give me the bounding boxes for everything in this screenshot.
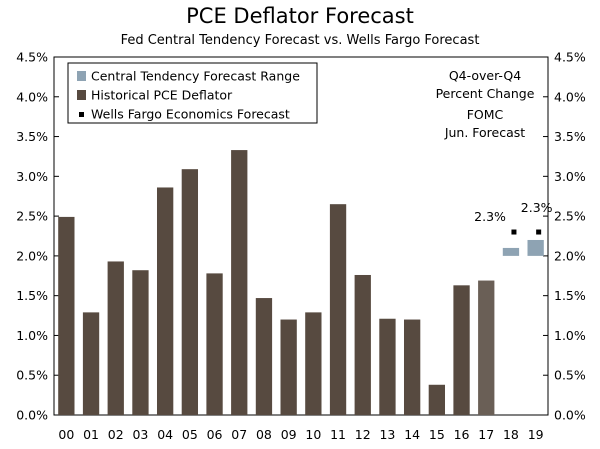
y-tick-label-right: 2.0% xyxy=(554,248,586,263)
plot-frame xyxy=(53,56,549,416)
y-tick-label-right: 0.5% xyxy=(554,368,586,383)
y-tick-label-right: 3.0% xyxy=(554,169,586,184)
legend: Central Tendency Forecast Range Historica… xyxy=(67,62,318,124)
wf-forecast-label: 2.3% xyxy=(521,200,553,215)
y-tick-label-left: 4.0% xyxy=(16,89,48,104)
x-tick-label: 02 xyxy=(108,427,124,442)
legend-label: Wells Fargo Economics Forecast xyxy=(91,107,290,122)
bar-historical xyxy=(478,280,495,415)
y-tick-label-left: 1.5% xyxy=(16,288,48,303)
bar-historical xyxy=(329,204,347,415)
x-tick-label: 12 xyxy=(355,427,371,442)
legend-label: Central Tendency Forecast Range xyxy=(91,69,300,84)
y-tick-label-left: 1.0% xyxy=(16,328,48,343)
bar-historical xyxy=(305,312,322,415)
y-tick-label-left: 0.0% xyxy=(16,408,48,423)
annotation-group: Q4-over-Q4 Percent Change FOMC Jun. Forecas… xyxy=(436,68,535,140)
bar-forecast-range xyxy=(527,239,544,256)
y-tick-label-left: 3.5% xyxy=(16,129,48,144)
x-tick-label: 13 xyxy=(379,427,395,442)
y-tick-label-right: 4.5% xyxy=(554,50,586,65)
x-tick-label: 01 xyxy=(83,427,99,442)
x-tick-label: 04 xyxy=(157,427,173,442)
y-tick-label-left: 4.5% xyxy=(16,50,48,65)
x-tick-label: 16 xyxy=(454,427,470,442)
legend-box xyxy=(67,62,318,124)
bars-group: 2.3% 2.3% xyxy=(58,150,553,415)
x-tick-label: 14 xyxy=(404,427,420,442)
bar-historical xyxy=(231,150,248,415)
wf-forecast-marker xyxy=(511,229,517,235)
legend-swatch xyxy=(79,112,84,117)
y-tick-label-left: 2.0% xyxy=(16,248,48,263)
bar-historical xyxy=(82,312,100,415)
plot-axes: 0.0% 0.0% 0.5% 0.5% 1.0% 1.0% 1.5% 1.5% 2.0% 2.0%… xyxy=(16,50,586,443)
legend-label: Historical PCE Deflator xyxy=(91,88,233,103)
annotation-line: FOMC xyxy=(467,107,504,122)
wf-forecast-label: 2.3% xyxy=(474,209,506,224)
legend-swatch xyxy=(77,90,86,100)
y-tick-label-left: 3.0% xyxy=(16,169,48,184)
legend-swatch xyxy=(77,71,86,81)
annotation-line: Jun. Forecast xyxy=(444,125,525,140)
chart-title: PCE Deflator Forecast xyxy=(186,4,414,28)
x-tick-label: 10 xyxy=(305,427,321,442)
bar-historical xyxy=(206,273,223,415)
bar-historical xyxy=(132,270,149,415)
bar-historical xyxy=(181,169,199,415)
bar-historical xyxy=(280,319,297,415)
y-tick-label-right: 3.5% xyxy=(554,129,586,144)
x-tick-label: 11 xyxy=(330,427,346,442)
y-tick-label-right: 0.0% xyxy=(554,408,586,423)
x-tick-label: 07 xyxy=(231,427,247,442)
x-tick-label: 06 xyxy=(207,427,223,442)
bar-historical xyxy=(354,274,371,415)
bar-historical xyxy=(403,319,421,415)
bar-historical xyxy=(453,285,470,415)
y-tick-label-left: 0.5% xyxy=(16,368,48,383)
x-tick-label: 18 xyxy=(503,427,519,442)
x-tick-label: 17 xyxy=(478,427,494,442)
y-tick-label-right: 1.5% xyxy=(554,288,586,303)
y-tick-label-right: 2.5% xyxy=(554,209,586,224)
bar-historical xyxy=(107,261,124,415)
x-tick-label: 05 xyxy=(182,427,198,442)
x-tick-label: 08 xyxy=(256,427,272,442)
y-tick-label-right: 1.0% xyxy=(554,328,586,343)
x-tick-label: 19 xyxy=(528,427,544,442)
bar-historical xyxy=(379,318,396,415)
annotation-line: Q4-over-Q4 xyxy=(449,68,521,83)
bar-forecast-range xyxy=(502,247,520,256)
x-tick-label: 00 xyxy=(58,427,74,442)
bar-historical xyxy=(58,216,75,415)
x-tick-label: 03 xyxy=(132,427,148,442)
y-tick-label-right: 4.0% xyxy=(554,89,586,104)
x-tick-label: 15 xyxy=(429,427,445,442)
y-tick-label-left: 2.5% xyxy=(16,209,48,224)
wf-forecast-marker xyxy=(536,229,542,235)
bar-historical xyxy=(255,298,273,415)
bar-historical xyxy=(156,187,174,415)
annotation-line: Percent Change xyxy=(436,86,535,101)
chart-subtitle: Fed Central Tendency Forecast vs. Wells … xyxy=(120,33,480,48)
bar-historical xyxy=(428,384,446,415)
x-tick-label: 09 xyxy=(281,427,297,442)
